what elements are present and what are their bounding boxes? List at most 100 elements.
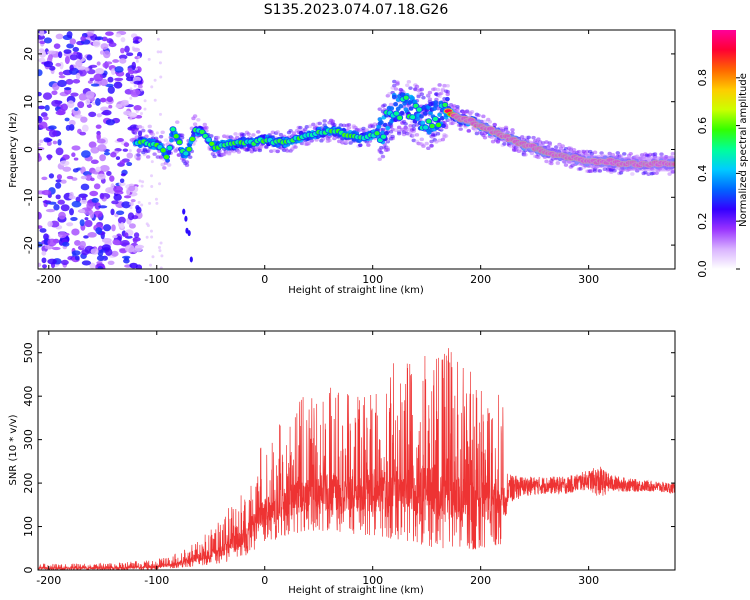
spectrogram-halo-cell — [490, 139, 496, 144]
spectrogram-tail-glow — [536, 143, 545, 156]
spectrogram-halo-cell — [510, 131, 515, 135]
spectrogram-y-ticks: -20 -10 0 10 20 — [22, 47, 675, 254]
spectrogram-noise-cell — [93, 73, 104, 82]
spectrogram-halo-cell — [390, 134, 395, 139]
spectrogram-tail-glow — [466, 116, 475, 126]
spectrogram-tail-glow — [665, 155, 674, 172]
spectrogram-halo-cell — [388, 102, 394, 107]
spectrogram-noise-cell — [158, 249, 162, 253]
spectrogram-band-cell — [410, 95, 415, 101]
spectrogram-tail-glow — [602, 154, 611, 169]
spectrogram-tail-glow — [622, 156, 631, 172]
spectrogram-tail-glow — [464, 115, 473, 126]
spectrogram-halo-cell — [424, 141, 429, 146]
spectrogram-band-cell — [428, 110, 433, 116]
spectrogram-tail-glow — [652, 156, 661, 172]
snr-marks — [38, 348, 675, 570]
spectrogram-halo-cell — [599, 151, 604, 155]
spectrogram-tail-glow — [525, 140, 534, 152]
spectrogram-tail-glow — [600, 154, 609, 169]
spectrogram-noise-cell — [126, 152, 134, 159]
spectrogram-halo-cell — [150, 132, 156, 137]
spectrogram-halo-cell — [649, 166, 654, 171]
spectrogram-noise-cell — [84, 219, 93, 228]
spectrogram-halo-cell — [166, 163, 172, 167]
spectrogram-halo-cell — [346, 126, 352, 130]
spectrogram-x-tick-label: -200 — [36, 273, 61, 286]
spectrogram-tail-glow — [538, 144, 547, 157]
spectrogram-halo-cell — [474, 131, 480, 136]
spectrogram-tail-glow — [548, 147, 557, 160]
spectrogram-noise-cell — [127, 212, 135, 221]
spectrogram-tail-glow — [644, 156, 653, 172]
spectrogram-noise-cell — [38, 48, 45, 52]
spectrogram-ridge-cell — [373, 130, 381, 137]
spectrogram-noise-cell — [64, 56, 70, 65]
spectrogram-noise-cell — [131, 61, 137, 70]
spectrogram-halo-cell — [445, 92, 450, 96]
spectrogram-noise-cell — [59, 160, 70, 166]
spectrogram-halo-cell — [204, 125, 209, 130]
spectrogram-halo-cell — [403, 125, 408, 130]
spectrogram-noise-cell — [38, 105, 46, 110]
spectrogram-halo-cell — [145, 155, 151, 159]
spectrogram-noise-cell — [135, 59, 139, 63]
spectrogram-halo-cell — [458, 127, 463, 131]
spectrogram-band-cell — [391, 94, 397, 100]
spectrogram-noise-cell — [150, 235, 154, 239]
spectrogram-tail-glow — [613, 156, 622, 171]
spectrogram-halo-cell — [288, 128, 293, 133]
spectrogram-halo-cell — [212, 154, 217, 159]
spectrogram-halo-cell — [421, 95, 426, 100]
spectrogram-ridge-cell — [431, 115, 439, 122]
spectrogram-tail-glow — [594, 154, 603, 169]
spectrogram-tail-glow — [462, 115, 471, 125]
spectrogram-halo-cell — [160, 130, 165, 135]
spectrogram-noise-cell — [128, 223, 136, 229]
spectrogram-tail-glow — [505, 133, 514, 144]
spectrogram-noise-cell — [78, 93, 88, 101]
spectrogram-noise-cell — [119, 57, 127, 64]
snr-y-tick-label: 100 — [22, 516, 35, 537]
spectrogram-band-cell — [433, 100, 439, 105]
spectrogram-halo-cell — [293, 145, 298, 149]
spectrogram-ridge-cell — [441, 101, 449, 108]
spectrogram-noise-cell — [79, 199, 89, 204]
spectrogram-marks — [38, 30, 675, 269]
spectrogram-halo-cell — [346, 122, 352, 127]
spectrogram-noise-cell — [74, 255, 80, 261]
spectrogram-band-cell — [382, 122, 388, 128]
spectrogram-band-cell — [445, 96, 450, 102]
spectrogram-noise-cell — [132, 40, 140, 44]
spectrogram-halo-cell — [298, 125, 303, 130]
spectrogram-halo-cell — [597, 169, 603, 173]
spectrogram-noise-cell — [80, 116, 88, 123]
spectrogram-tail-glow — [661, 155, 670, 172]
spectrogram-halo-cell — [536, 155, 541, 160]
spectrogram-halo-cell — [306, 140, 311, 145]
colorbar-tick-label: 0.8 — [696, 69, 709, 87]
spectrogram-noise-cell — [123, 195, 132, 199]
spectrogram-noise-cell — [57, 79, 67, 88]
spectrogram-noise-cell — [69, 54, 78, 61]
snr-y-ticks: 0 100 200 300 400 500 — [22, 342, 675, 574]
spectrogram-halo-cell — [628, 151, 633, 156]
spectrogram-noise-cell — [58, 75, 66, 79]
spectrogram-noise-cell — [140, 88, 144, 92]
spectrogram-noise-cell — [141, 180, 145, 184]
spectrogram-noise-cell — [62, 166, 72, 172]
spectrogram-tail-glow — [639, 156, 648, 172]
spectrogram-y-tick-label: 10 — [22, 95, 35, 109]
spectrogram-tail-glow — [514, 136, 523, 148]
spectrogram-halo-cell — [395, 80, 400, 85]
spectrogram-halo-cell — [443, 134, 449, 138]
spectrogram-noise-cell — [124, 45, 130, 53]
spectrogram-noise-cell — [55, 62, 62, 67]
spectrogram-halo-cell — [408, 86, 413, 90]
spectrogram-noise-cell — [48, 65, 56, 71]
spectrogram-halo-cell — [379, 150, 384, 155]
spectrogram-tail-glow — [641, 156, 650, 172]
spectrogram-noise-cell — [75, 60, 83, 68]
spectrogram-halo-cell — [455, 105, 460, 109]
